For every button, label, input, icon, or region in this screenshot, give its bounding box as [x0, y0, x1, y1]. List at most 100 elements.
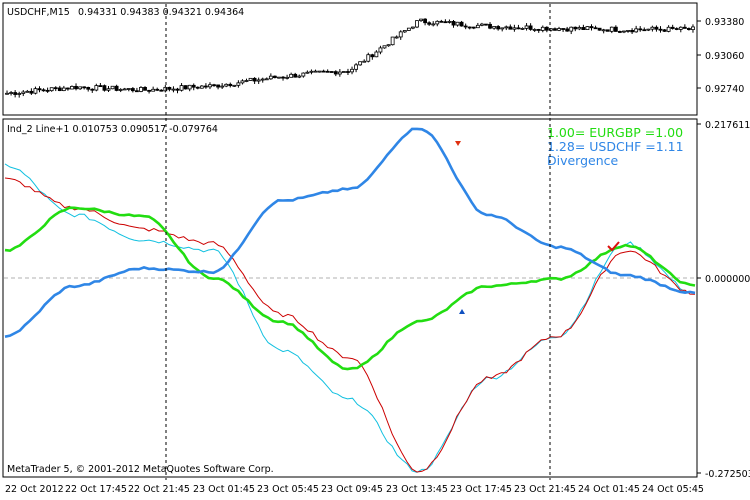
candle-body — [638, 28, 643, 31]
candle-body — [630, 30, 634, 33]
candle-body — [609, 26, 614, 32]
candle-body — [585, 26, 590, 30]
candle-body — [240, 80, 245, 84]
candle-body — [415, 20, 419, 28]
candle-body — [248, 77, 253, 81]
candle-body — [354, 64, 358, 70]
candle-body — [167, 86, 172, 90]
candle-body — [520, 27, 525, 30]
candle-body — [57, 87, 62, 92]
candle-body — [463, 25, 468, 28]
candle-body — [256, 79, 261, 82]
candle-body — [33, 88, 38, 94]
legend-usdchf: 1.28= USDCHF =1.11 — [547, 139, 684, 154]
check-mark-icon — [607, 241, 620, 252]
candle-body — [118, 89, 123, 91]
time-label: 23 Oct 17:45 — [450, 484, 512, 495]
candle-body — [484, 23, 488, 26]
candle-body — [540, 26, 545, 31]
candle-body — [49, 87, 54, 92]
candle-body — [536, 29, 541, 31]
candle-body — [220, 85, 225, 88]
candle-body — [199, 85, 204, 89]
candle-body — [427, 22, 432, 25]
candle-body — [273, 75, 277, 79]
thin-red-line — [4, 177, 696, 473]
candle-body — [216, 84, 220, 88]
candle-body — [516, 27, 521, 30]
candle-body — [687, 28, 691, 30]
candle-body — [61, 87, 66, 92]
time-label: 23 Oct 13:45 — [386, 484, 448, 495]
candle-body — [682, 26, 687, 29]
candle-body — [122, 88, 127, 91]
candle-body — [581, 27, 586, 30]
candle-body — [350, 68, 354, 73]
candle-body — [471, 26, 476, 29]
candle-body — [147, 89, 151, 92]
divergence-down-arrow-icon — [455, 141, 461, 146]
candle-body — [646, 28, 651, 31]
candle-body — [447, 21, 452, 23]
candle-body — [544, 26, 549, 31]
candle-body — [333, 71, 338, 75]
time-label: 23 Oct 01:45 — [193, 484, 255, 495]
candle-body — [358, 61, 363, 66]
candle-body — [593, 27, 598, 30]
price-candles — [5, 18, 695, 98]
time-label: 22 Oct 21:45 — [128, 484, 190, 495]
candle-body — [25, 90, 30, 93]
candle-body — [163, 86, 168, 92]
candle-body — [187, 84, 192, 90]
candle-body — [21, 91, 26, 94]
candle-body — [402, 30, 407, 33]
candle-body — [159, 89, 164, 92]
candle-body — [386, 44, 391, 47]
candle-body — [553, 28, 557, 31]
candle-body — [252, 77, 257, 82]
candle-body — [309, 70, 314, 73]
candle-body — [411, 26, 415, 29]
copyright-text: MetaTrader 5, © 2001-2012 MetaQuotes Sof… — [7, 464, 274, 475]
candle-body — [317, 70, 322, 73]
candle-body — [13, 92, 18, 95]
candle-body — [488, 23, 492, 29]
candle-body — [528, 25, 533, 30]
candle-body — [285, 76, 289, 79]
price-tick-label: 0.93060 — [705, 51, 744, 62]
candle-body — [293, 73, 298, 78]
price-panel-frame — [2, 2, 698, 116]
time-label: 24 Oct 01:45 — [578, 484, 640, 495]
candle-body — [53, 87, 58, 90]
candle-body — [183, 85, 188, 90]
candle-body — [175, 88, 180, 91]
candle-body — [565, 28, 570, 32]
indicator-panel: Ind_2 Line+1 0.010753 0.090517 -0.079764… — [2, 118, 750, 480]
candle-body — [496, 26, 501, 30]
candle-body — [475, 24, 480, 29]
candle-body — [70, 85, 74, 90]
time-label: 24 Oct 05:45 — [642, 484, 704, 495]
candle-body — [500, 27, 505, 30]
candle-body — [370, 54, 375, 58]
candle-body — [301, 72, 306, 77]
price-panel-ohlc: 0.94331 0.94383 0.94321 0.94364 — [78, 7, 244, 18]
candle-body — [313, 70, 318, 73]
candle-body — [329, 71, 334, 73]
candle-body — [654, 26, 659, 30]
legend-divergence: Divergence — [547, 153, 619, 168]
candle-body — [325, 70, 330, 73]
candle-body — [378, 47, 383, 53]
candle-body — [342, 71, 346, 73]
candle-body — [228, 83, 233, 87]
candle-body — [9, 92, 13, 94]
time-label: 23 Oct 05:45 — [257, 484, 319, 495]
candle-body — [337, 71, 342, 75]
candle-body — [74, 85, 78, 90]
candle-body — [382, 45, 387, 49]
candle-body — [66, 87, 70, 90]
indicator-tick-label: 0.000000 — [705, 274, 750, 285]
candle-body — [5, 92, 9, 95]
thin-cyan-line — [4, 163, 696, 473]
